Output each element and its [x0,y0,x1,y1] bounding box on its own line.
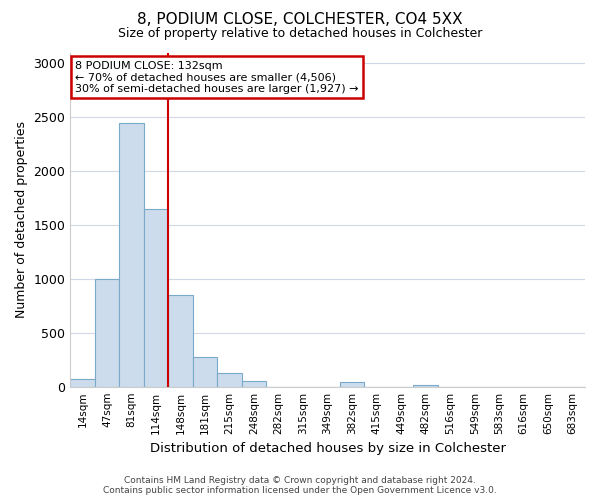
Bar [193,357,217,386]
Bar [217,373,242,386]
Bar [169,295,193,386]
Bar [413,384,438,386]
Text: Size of property relative to detached houses in Colchester: Size of property relative to detached ho… [118,28,482,40]
Bar [95,279,119,386]
Text: 8 PODIUM CLOSE: 132sqm
← 70% of detached houses are smaller (4,506)
30% of semi-: 8 PODIUM CLOSE: 132sqm ← 70% of detached… [76,61,359,94]
Bar [70,378,95,386]
X-axis label: Distribution of detached houses by size in Colchester: Distribution of detached houses by size … [149,442,506,455]
Bar [144,209,169,386]
Bar [242,382,266,386]
Y-axis label: Number of detached properties: Number of detached properties [15,121,28,318]
Text: 8, PODIUM CLOSE, COLCHESTER, CO4 5XX: 8, PODIUM CLOSE, COLCHESTER, CO4 5XX [137,12,463,28]
Text: Contains HM Land Registry data © Crown copyright and database right 2024.
Contai: Contains HM Land Registry data © Crown c… [103,476,497,495]
Bar [119,122,144,386]
Bar [340,382,364,386]
